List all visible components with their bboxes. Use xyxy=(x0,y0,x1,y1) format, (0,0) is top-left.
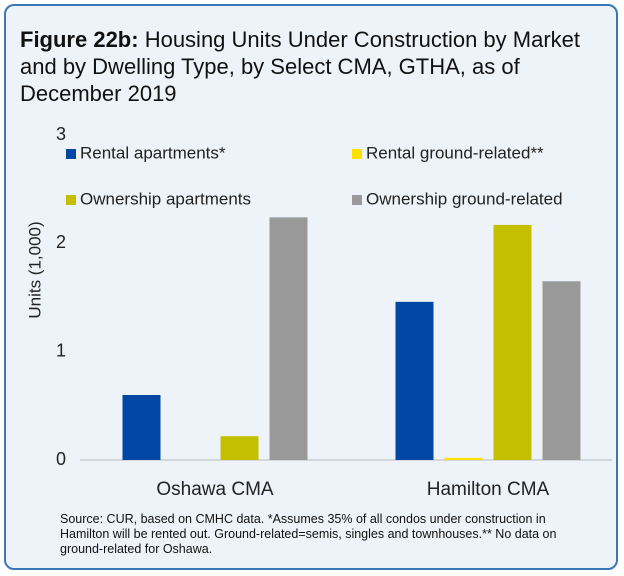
source-note: Source: CUR, based on CMHC data. *Assume… xyxy=(60,512,557,556)
legend-label: Ownership apartments xyxy=(80,189,251,208)
legend-label: Ownership ground-related xyxy=(366,189,563,208)
legend-swatch xyxy=(352,149,362,159)
y-axis-label: Units (1,000) xyxy=(25,221,44,318)
legend-swatch xyxy=(66,149,76,159)
legend-label: Rental ground-related** xyxy=(366,143,544,162)
bar xyxy=(395,301,434,460)
bar xyxy=(444,457,483,460)
chart-title: Housing Units Under Construction by Mark… xyxy=(20,27,580,106)
figure-label: Figure 22b: xyxy=(20,27,139,52)
legend-label: Rental apartments* xyxy=(80,143,226,162)
bar xyxy=(542,281,581,460)
legend-swatch xyxy=(352,195,362,205)
x-tick-label: Oshawa CMA xyxy=(156,479,274,500)
y-tick-label: 0 xyxy=(56,449,66,469)
bar xyxy=(220,436,259,460)
x-tick-label: Hamilton CMA xyxy=(427,479,550,500)
title-block: Figure 22b: Housing Units Under Construc… xyxy=(20,26,610,107)
legend-swatch xyxy=(66,195,76,205)
y-tick-label: 3 xyxy=(56,124,66,144)
bar xyxy=(269,217,308,460)
y-tick-label: 2 xyxy=(56,232,66,252)
bar xyxy=(493,224,532,460)
y-tick-label: 1 xyxy=(56,340,66,360)
bar xyxy=(122,395,161,460)
